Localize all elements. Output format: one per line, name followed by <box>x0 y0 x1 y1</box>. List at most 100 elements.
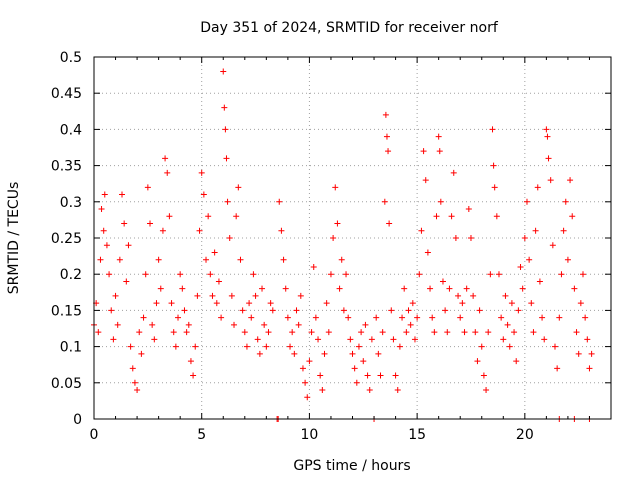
data-point <box>215 278 222 285</box>
chart-title: Day 351 of 2024, SRMTID for receiver nor… <box>200 20 499 36</box>
data-point <box>476 307 483 314</box>
data-point <box>284 314 291 321</box>
data-point <box>513 358 520 365</box>
data-point <box>340 307 347 314</box>
data-point <box>276 198 283 205</box>
data-point <box>433 213 440 220</box>
data-point <box>243 343 250 350</box>
data-point <box>467 235 474 241</box>
data-point <box>360 358 367 365</box>
data-point <box>116 256 123 263</box>
data-point <box>140 314 147 321</box>
data-point <box>487 271 494 278</box>
data-point <box>388 307 395 314</box>
y-tick-label: 0.25 <box>51 231 82 247</box>
data-point <box>332 184 339 191</box>
data-point <box>196 227 203 234</box>
data-point <box>564 256 571 263</box>
data-point <box>491 184 498 191</box>
data-point <box>489 126 496 133</box>
data-point <box>495 271 502 278</box>
data-point <box>327 271 334 278</box>
data-point <box>151 336 158 343</box>
data-point <box>549 242 556 249</box>
data-point <box>98 206 105 213</box>
data-point <box>575 350 582 357</box>
data-point <box>159 227 166 234</box>
data-point <box>218 314 225 321</box>
x-tick-label: 15 <box>408 427 426 443</box>
data-point <box>123 278 130 285</box>
data-point <box>181 307 188 314</box>
data-point <box>523 198 530 205</box>
data-point <box>263 343 270 350</box>
data-point <box>554 365 561 372</box>
data-point <box>220 68 227 75</box>
data-point <box>347 336 354 343</box>
data-point <box>498 314 505 321</box>
data-point <box>506 343 513 350</box>
data-point <box>304 394 311 401</box>
data-point <box>319 387 326 394</box>
data-point <box>560 227 567 234</box>
data-point <box>358 329 365 336</box>
data-point <box>183 329 190 336</box>
data-point <box>221 104 228 111</box>
data-point <box>127 343 134 350</box>
data-point <box>323 300 330 307</box>
data-point <box>414 314 421 321</box>
data-point <box>386 220 393 227</box>
data-point <box>411 336 418 343</box>
axis-ticks <box>93 56 611 420</box>
data-point <box>95 329 102 336</box>
data-point <box>351 365 358 372</box>
data-point <box>147 220 154 227</box>
data-point <box>282 285 289 292</box>
data-point <box>248 314 255 321</box>
data-point <box>155 256 162 263</box>
data-point <box>306 358 313 365</box>
data-point <box>545 155 552 162</box>
y-tick-label: 0.35 <box>51 159 82 175</box>
data-point <box>573 329 580 336</box>
data-point <box>222 126 229 133</box>
data-point <box>521 235 528 241</box>
data-point <box>502 292 509 299</box>
data-point <box>97 256 104 263</box>
data-point <box>399 314 406 321</box>
data-point <box>175 314 182 321</box>
data-point <box>211 249 218 256</box>
data-point <box>436 148 443 155</box>
data-point <box>252 292 259 299</box>
data-point <box>233 213 240 220</box>
data-point <box>450 169 457 176</box>
data-point <box>511 329 518 336</box>
data-point <box>409 300 416 307</box>
data-point <box>431 329 438 336</box>
data-point <box>577 300 584 307</box>
data-point <box>373 314 380 321</box>
data-point <box>198 169 205 176</box>
data-point <box>149 321 156 328</box>
data-point <box>362 321 369 328</box>
data-point <box>157 285 164 292</box>
data-point <box>317 372 324 379</box>
data-point <box>237 256 244 263</box>
data-point <box>223 155 230 162</box>
data-point <box>569 213 576 220</box>
data-point <box>455 292 462 299</box>
data-point <box>526 256 533 263</box>
data-point <box>366 387 373 394</box>
data-point <box>377 372 384 379</box>
y-tick-label: 0.1 <box>60 340 82 356</box>
data-point <box>291 350 298 357</box>
data-point <box>267 300 274 307</box>
data-point <box>547 177 554 184</box>
data-point <box>136 329 143 336</box>
data-point <box>556 314 563 321</box>
data-point <box>579 271 586 278</box>
data-point <box>422 177 429 184</box>
data-point <box>315 336 322 343</box>
data-point <box>567 177 574 184</box>
data-point <box>459 300 466 307</box>
